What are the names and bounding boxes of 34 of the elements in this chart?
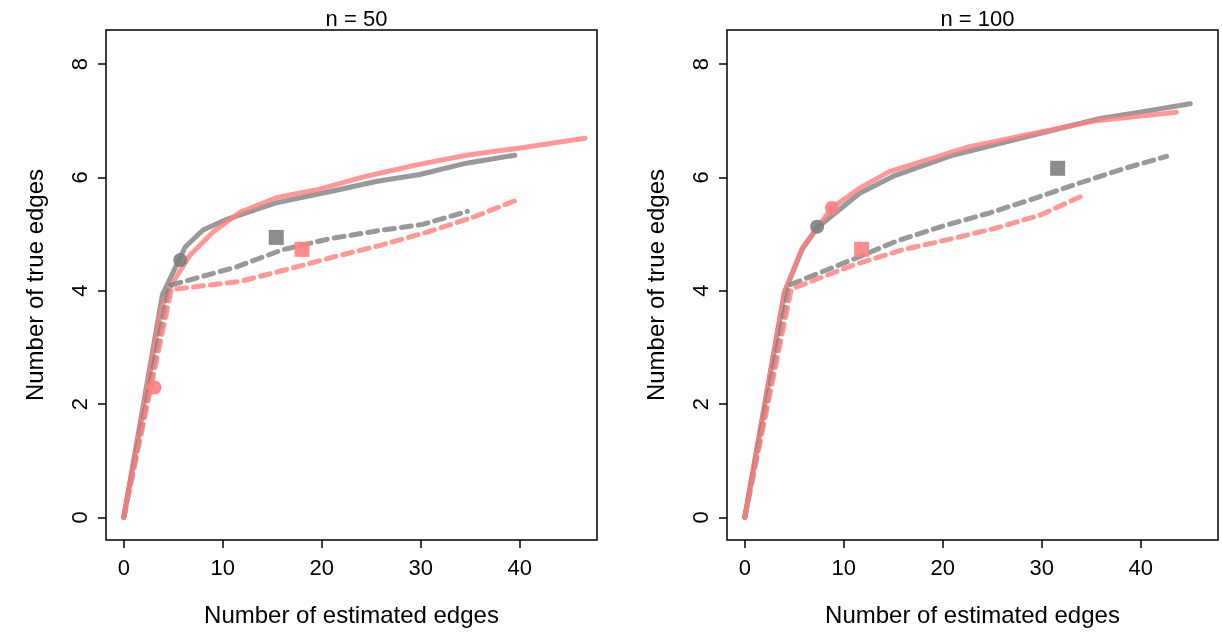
chart-title: n = 100 xyxy=(940,5,1015,31)
point xyxy=(824,200,839,215)
y-tick-label: 4 xyxy=(66,284,92,297)
y-tick-label: 6 xyxy=(66,171,92,184)
point xyxy=(147,380,162,395)
y-tick-label: 8 xyxy=(687,57,713,71)
y-tick-label: 2 xyxy=(66,397,92,411)
x-tick-label: 0 xyxy=(738,554,751,580)
point xyxy=(294,241,310,257)
y-tick-label: 0 xyxy=(66,511,92,524)
x-tick-label: 10 xyxy=(210,554,236,580)
point xyxy=(810,219,825,234)
y-tick-label: 8 xyxy=(66,57,92,71)
chart-title: n = 50 xyxy=(325,5,388,31)
y-tick-label: 4 xyxy=(687,284,713,297)
x-axis-title: Number of estimated edges xyxy=(204,600,499,628)
y-tick-label: 6 xyxy=(687,171,713,184)
y-tick-label: 2 xyxy=(687,397,713,411)
point xyxy=(173,253,188,268)
x-tick-label: 40 xyxy=(1128,554,1154,580)
x-tick-label: 40 xyxy=(507,554,533,580)
x-tick-label: 10 xyxy=(831,554,857,580)
x-tick-label: 20 xyxy=(309,554,335,580)
point xyxy=(1050,160,1066,176)
point xyxy=(854,241,870,257)
y-axis-title: Number of true edges xyxy=(641,168,669,402)
x-tick-label: 0 xyxy=(117,554,130,580)
x-tick-label: 20 xyxy=(930,554,956,580)
x-tick-label: 30 xyxy=(1029,554,1055,580)
x-axis-title: Number of estimated edges xyxy=(825,600,1120,628)
x-tick-label: 30 xyxy=(408,554,434,580)
y-tick-label: 0 xyxy=(687,511,713,524)
point xyxy=(268,229,284,245)
y-axis-title: Number of true edges xyxy=(20,168,48,402)
